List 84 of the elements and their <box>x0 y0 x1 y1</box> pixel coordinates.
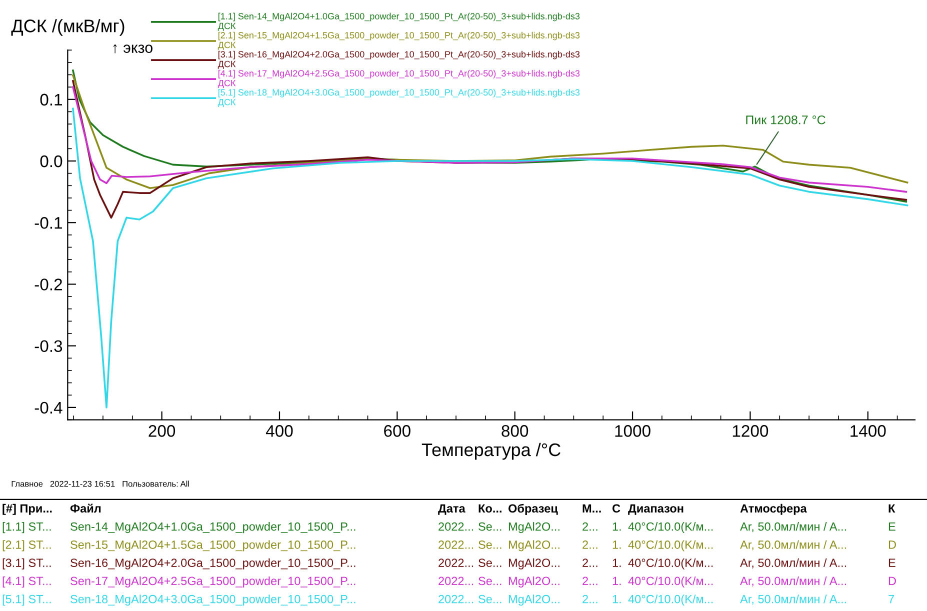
text: 40°C/10.0(K/м... <box>628 594 713 606</box>
text: 40°C/10.0(K/м... <box>628 522 713 534</box>
x-tick-label: 200 <box>148 425 176 437</box>
text: 1. <box>612 540 621 549</box>
text: Главное 2022-11-23 16:51 Пользователь: All <box>12 480 189 487</box>
text: 2... <box>582 558 598 567</box>
text: 1. <box>612 558 621 567</box>
category-label: Диапазон <box>628 504 684 515</box>
text: 40°C/10.0(K/м... <box>628 540 713 552</box>
x-axis-title: Температура /°C <box>422 442 560 460</box>
annotation: ↑ экзо <box>113 44 152 54</box>
text: E <box>888 522 896 531</box>
text: 1. <box>612 576 621 586</box>
text: [1.1] Sen-14_MgAl2O4+1.0Ga_1500_powder_10_1500_Pt_Ar(20-50)_3+sub+lids.ngb-ds3 ДСК <box>218 12 580 31</box>
x-tick-label: 800 <box>502 425 528 437</box>
text: MgAl2O... <box>508 594 560 606</box>
text: [2.1] ST... <box>2 540 51 552</box>
text: Sen-18_MgAl2O4+3.0Ga_1500_powder_10_1500_P... <box>70 594 356 606</box>
text: 2... <box>582 522 598 531</box>
text: 2... <box>582 576 598 586</box>
y-tick-label: -0.3 <box>34 340 62 352</box>
category-label: С <box>612 504 620 513</box>
category-label: Образец <box>508 504 558 515</box>
category-label: Файл <box>70 504 101 513</box>
text: 7 <box>888 595 894 604</box>
text: Sen-14_MgAl2O4+1.0Ga_1500_powder_10_1500_P... <box>70 522 356 534</box>
text: 2022... <box>438 540 474 549</box>
text: Se... <box>478 594 502 604</box>
text: [1.1] ST... <box>2 522 51 534</box>
category-label: Атмосфера <box>740 504 807 515</box>
x-tick-label: 600 <box>384 425 410 437</box>
text: MgAl2O... <box>508 522 560 534</box>
text: [4.1] ST... <box>2 576 51 588</box>
category-label: [#] При... <box>2 504 52 515</box>
text: MgAl2O... <box>508 540 560 552</box>
y-tick-label: -0.4 <box>34 402 62 414</box>
text: [3.1] ST... <box>2 558 51 570</box>
text: [5.1] Sen-18_MgAl2O4+3.0Ga_1500_powder_10_1500_Pt_Ar(20-50)_3+sub+lids.ngb-ds3 ДСК <box>218 88 580 108</box>
text: [5.1] ST... <box>2 594 51 606</box>
x-tick-label: 1000 <box>615 425 650 437</box>
text: D <box>888 540 896 549</box>
text: 2022... <box>438 558 474 568</box>
text: 40°C/10.0(K/м... <box>628 558 713 570</box>
text: Sen-15_MgAl2O4+1.5Ga_1500_powder_10_1500_P... <box>70 540 356 552</box>
text: D <box>888 576 896 586</box>
text: 40°C/10.0(K/м... <box>628 576 713 588</box>
text: Ar, 50.0мл/мин / A... <box>740 522 846 532</box>
text: Se... <box>478 576 502 586</box>
y-tick-label: 0.1 <box>40 94 62 106</box>
text: E <box>888 558 896 567</box>
text: [3.1] Sen-16_MgAl2O4+2.0Ga_1500_powder_10_1500_Pt_Ar(20-50)_3+sub+lids.ngb-ds3 ДСК <box>218 50 580 69</box>
y-tick-label: -0.1 <box>34 217 62 229</box>
text: 2... <box>582 540 598 549</box>
category-label: Дата <box>438 504 466 515</box>
text: Ar, 50.0мл/мин / A... <box>740 540 846 550</box>
text: [2.1] Sen-15_MgAl2O4+1.5Ga_1500_powder_10_1500_Pt_Ar(20-50)_3+sub+lids.ngb-ds3 ДСК <box>218 32 580 50</box>
text: Se... <box>478 522 502 531</box>
annotation: Пик 1208.7 °C <box>746 115 826 124</box>
text: Se... <box>478 540 502 549</box>
category-label: К <box>888 504 896 512</box>
x-tick-label: 1200 <box>732 425 768 437</box>
text: MgAl2O... <box>508 558 560 570</box>
text: Ar, 50.0мл/мин / A... <box>740 576 846 587</box>
x-tick-label: 400 <box>266 425 293 437</box>
y-axis-title: ДСК /(мкВ/мг) <box>11 19 124 36</box>
line-series <box>72 108 908 408</box>
text: MgAl2O... <box>508 576 560 588</box>
text: 1. <box>612 522 621 531</box>
text: Sen-16_MgAl2O4+2.0Ga_1500_powder_10_1500_P... <box>70 558 356 570</box>
text: [4.1] Sen-17_MgAl2O4+2.5Ga_1500_powder_10_1500_Pt_Ar(20-50)_3+sub+lids.ngb-ds3 ДСК <box>218 70 580 88</box>
text: Sen-17_MgAl2O4+2.5Ga_1500_powder_10_1500_P... <box>70 576 356 588</box>
text: 1. <box>612 595 621 604</box>
x-tick-label: 1400 <box>850 425 886 437</box>
text: Se... <box>478 558 502 568</box>
y-tick-label: -0.2 <box>34 278 62 290</box>
text: 2022... <box>438 522 474 531</box>
category-label: М... <box>582 504 601 512</box>
y-tick-label: 0.0 <box>40 155 62 168</box>
text: 2022... <box>438 576 474 586</box>
text: Ar, 50.0мл/мин / A... <box>740 594 846 605</box>
text: Ar, 50.0мл/мин / A... <box>740 558 846 568</box>
text: 2022... <box>438 594 474 604</box>
text: 2... <box>582 594 598 604</box>
category-label: Ко... <box>478 504 502 513</box>
